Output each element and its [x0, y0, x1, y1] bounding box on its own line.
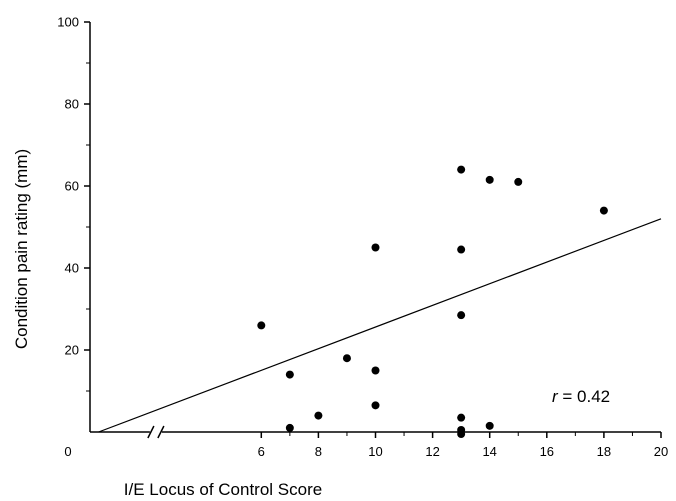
data-point — [371, 243, 380, 252]
data-point — [485, 421, 494, 430]
x-axis-ticks: 0 6 8 10 12 14 16 18 20 — [64, 432, 668, 459]
x-tick-label: 8 — [315, 444, 322, 459]
x-tick-label: 20 — [654, 444, 668, 459]
correlation-value: = 0.42 — [558, 387, 610, 406]
correlation-annotation: r = 0.42 — [552, 387, 610, 406]
data-point — [599, 206, 608, 215]
data-point — [514, 177, 523, 186]
data-point — [457, 311, 466, 320]
data-point — [457, 245, 466, 254]
y-tick-label: 60 — [65, 179, 79, 194]
y-tick-label: 80 — [65, 97, 79, 112]
data-point — [285, 370, 294, 379]
y-axis-title: Condition pain rating (mm) — [12, 149, 31, 349]
y-axis-ticks: 20 40 60 80 100 — [57, 15, 90, 392]
y-tick-label: 100 — [57, 15, 79, 30]
regression-line — [98, 218, 662, 433]
correlation-symbol: r — [552, 387, 559, 406]
data-point — [342, 354, 351, 363]
x-tick-label: 6 — [258, 444, 265, 459]
x-tick-label: 10 — [368, 444, 382, 459]
data-point — [371, 366, 380, 375]
regression-line-group — [98, 218, 662, 433]
x-axis-title: I/E Locus of Control Score — [124, 480, 322, 499]
data-point — [371, 401, 380, 410]
x-tick-label: 14 — [482, 444, 496, 459]
x-axis-break-gap — [149, 429, 162, 435]
x-tick-label: 12 — [425, 444, 439, 459]
x-tick-label: 16 — [540, 444, 554, 459]
data-point — [457, 430, 466, 439]
y-tick-label: 40 — [65, 261, 79, 276]
data-point — [257, 321, 266, 330]
x-tick-label: 0 — [64, 444, 71, 459]
data-point — [485, 175, 494, 184]
data-point — [457, 165, 466, 174]
data-point — [314, 411, 323, 420]
y-tick-label: 20 — [65, 343, 79, 358]
x-tick-label: 18 — [597, 444, 611, 459]
x-axis-break-mark — [147, 425, 155, 439]
x-axis-break-mark — [157, 425, 165, 439]
data-point — [285, 423, 294, 432]
data-point — [457, 413, 466, 422]
data-points — [257, 165, 608, 439]
